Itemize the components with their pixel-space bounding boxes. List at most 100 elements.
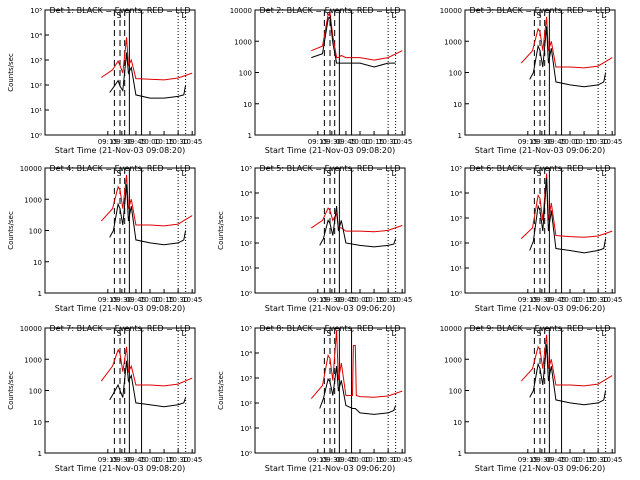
x-tick-label: 10:00 (350, 456, 370, 464)
series-events-line (109, 184, 187, 246)
y-tick-label: 10⁴ (240, 190, 252, 198)
corner-label-l: L (392, 169, 397, 178)
corner-label-s: S (327, 329, 332, 338)
corner-label-l: L (182, 329, 187, 338)
panel-title: Det 4: BLACK = Events, RED = LLD (50, 164, 191, 173)
x-tick-label: 10:45 (602, 296, 622, 304)
x-tick-label: 09:30 (532, 296, 552, 304)
x-tick-label: 10:45 (602, 456, 622, 464)
y-tick-label: 100 (29, 388, 42, 396)
x-tick-label: 10:00 (350, 296, 370, 304)
series-lld-line (311, 11, 403, 61)
y-axis-label: Counts/sec (7, 211, 15, 250)
x-tick-label: 10:45 (182, 456, 202, 464)
series-events-line (311, 15, 396, 68)
x-axis-label: Start Time (21-Nov-03 09:06:20) (475, 304, 605, 313)
x-tick-label: 09:15 (518, 138, 538, 146)
corner-label-s: S (537, 11, 542, 20)
y-tick-label: 10³ (30, 57, 42, 65)
x-tick-label: 10:45 (392, 296, 412, 304)
y-tick-label: 10¹ (450, 265, 462, 273)
x-tick-label: 09:15 (98, 456, 118, 464)
y-tick-label: 1000 (234, 38, 252, 46)
series-events-line (529, 344, 607, 406)
y-axis-label: Counts/sec (217, 371, 225, 410)
y-tick-label: 1 (458, 450, 462, 458)
y-tick-label: 10000 (440, 7, 462, 15)
x-tick-label: 10:15 (574, 138, 594, 146)
x-tick-label: 09:30 (112, 296, 132, 304)
x-tick-label: 10:00 (350, 138, 370, 146)
x-tick-label: 09:15 (518, 296, 538, 304)
y-tick-label: 10³ (240, 215, 252, 223)
y-tick-label: 10⁵ (30, 7, 42, 15)
x-tick-label: 10:15 (574, 456, 594, 464)
series-events-line (319, 206, 397, 248)
y-tick-label: 10 (453, 101, 462, 109)
x-axis-label: Start Time (21-Nov-03 09:06:20) (475, 146, 605, 155)
x-tick-label: 09:30 (322, 138, 342, 146)
y-tick-label: 10² (450, 240, 462, 248)
corner-label-l: L (392, 11, 397, 20)
x-axis-label: Start Time (21-Nov-03 09:08:20) (55, 146, 185, 155)
corner-label-s: S (537, 169, 542, 178)
series-events-line (319, 366, 397, 415)
x-tick-label: 09:15 (308, 456, 328, 464)
x-tick-label: 10:30 (588, 138, 608, 146)
y-tick-label: 10⁵ (240, 165, 252, 173)
y-axis-label: Counts/sec (7, 53, 15, 92)
panel-title: Det 2: BLACK = Events, RED = LLD (260, 6, 401, 15)
x-tick-label: 10:00 (140, 138, 160, 146)
y-tick-label: 10³ (450, 215, 462, 223)
x-tick-label: 10:00 (560, 138, 580, 146)
x-tick-label: 09:45 (336, 138, 356, 146)
x-tick-label: 10:15 (154, 456, 174, 464)
corner-label-s: S (537, 329, 542, 338)
x-axis-label: Start Time (21-Nov-03 09:08:20) (265, 146, 395, 155)
x-tick-label: 09:45 (126, 138, 146, 146)
x-tick-label: 10:30 (378, 456, 398, 464)
series-events-line (529, 26, 607, 88)
x-tick-label: 09:30 (532, 138, 552, 146)
y-tick-label: 10² (240, 400, 252, 408)
series-events-line (109, 360, 187, 408)
y-tick-label: 100 (449, 70, 462, 78)
panel-title: Det 3: BLACK = Events, RED = LLD (470, 6, 611, 15)
series-lld-line (310, 330, 403, 399)
x-tick-label: 10:30 (378, 296, 398, 304)
panel-title: Det 6: BLACK = Events, RED = LLD (470, 164, 611, 173)
y-tick-label: 10⁰ (30, 132, 42, 140)
x-tick-label: 09:45 (126, 456, 146, 464)
x-tick-label: 09:30 (112, 138, 132, 146)
series-events-line (529, 177, 607, 254)
x-axis-label: Start Time (21-Nov-03 09:06:20) (475, 464, 605, 473)
y-tick-label: 10 (33, 259, 42, 267)
x-tick-label: 10:30 (168, 456, 188, 464)
y-tick-label: 10¹ (240, 425, 252, 433)
y-tick-label: 1000 (24, 356, 42, 364)
corner-label-s: S (327, 11, 332, 20)
x-tick-label: 09:30 (322, 456, 342, 464)
y-tick-label: 10000 (230, 7, 252, 15)
y-tick-label: 10000 (20, 325, 42, 333)
corner-label-s: S (117, 329, 122, 338)
series-events-line (109, 52, 187, 99)
corner-label-l: L (602, 329, 607, 338)
y-tick-label: 10⁴ (450, 190, 462, 198)
y-tick-label: 10² (30, 82, 42, 90)
x-tick-label: 10:00 (140, 296, 160, 304)
corner-label-l: L (602, 11, 607, 20)
x-tick-label: 09:45 (126, 296, 146, 304)
y-tick-label: 10⁵ (240, 325, 252, 333)
y-tick-label: 10¹ (240, 265, 252, 273)
x-tick-label: 10:30 (378, 138, 398, 146)
x-tick-label: 09:45 (336, 456, 356, 464)
y-tick-label: 10000 (440, 325, 462, 333)
x-tick-label: 10:30 (588, 296, 608, 304)
series-lld-line (100, 174, 193, 227)
